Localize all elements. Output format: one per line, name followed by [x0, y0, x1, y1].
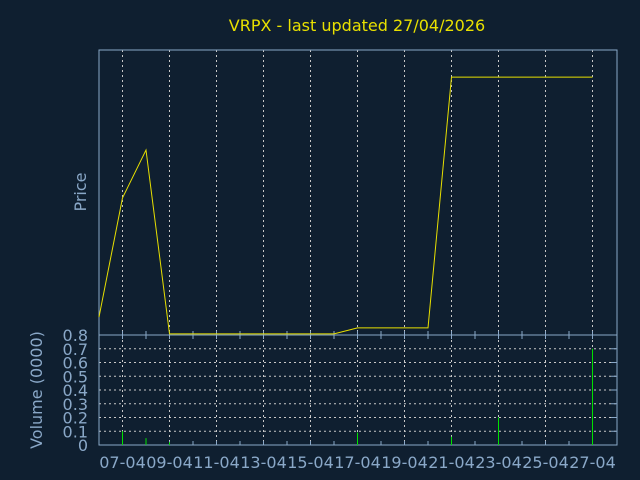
- x-tick-label: 27-04: [569, 453, 616, 472]
- chart-title: VRPX - last updated 27/04/2026: [229, 16, 485, 35]
- y-tick-label: 0.1: [63, 422, 88, 441]
- price-line: [98, 76, 593, 335]
- x-tick-label: 13-04: [240, 453, 287, 472]
- x-tick-label: 25-04: [522, 453, 569, 472]
- y-tick-label: 0.3: [63, 395, 88, 414]
- x-tick-label: 21-04: [428, 453, 475, 472]
- x-tick-label: 15-04: [287, 453, 334, 472]
- y-tick-label: 0.5: [63, 367, 88, 386]
- y-tick-label: 0.2: [63, 409, 88, 428]
- x-tick-label: 23-04: [475, 453, 522, 472]
- x-tick-label: 09-04: [146, 453, 193, 472]
- y-tick-label: 0.8: [63, 326, 88, 345]
- y-tick-label: 0.7: [63, 340, 88, 359]
- y-tick-label: 0.6: [63, 354, 88, 373]
- volume-axis-label: Volume (0000): [27, 331, 46, 449]
- x-tick-label: 19-04: [381, 453, 428, 472]
- y-tick-label: 0.4: [63, 381, 88, 400]
- x-tick-label: 17-04: [334, 453, 381, 472]
- price-axis-label: Price: [71, 172, 90, 211]
- x-tick-label: 11-04: [193, 453, 240, 472]
- price-pane-frame: [98, 49, 618, 336]
- x-tick-label: 07-04: [99, 453, 146, 472]
- y-tick-label: 0: [78, 436, 88, 455]
